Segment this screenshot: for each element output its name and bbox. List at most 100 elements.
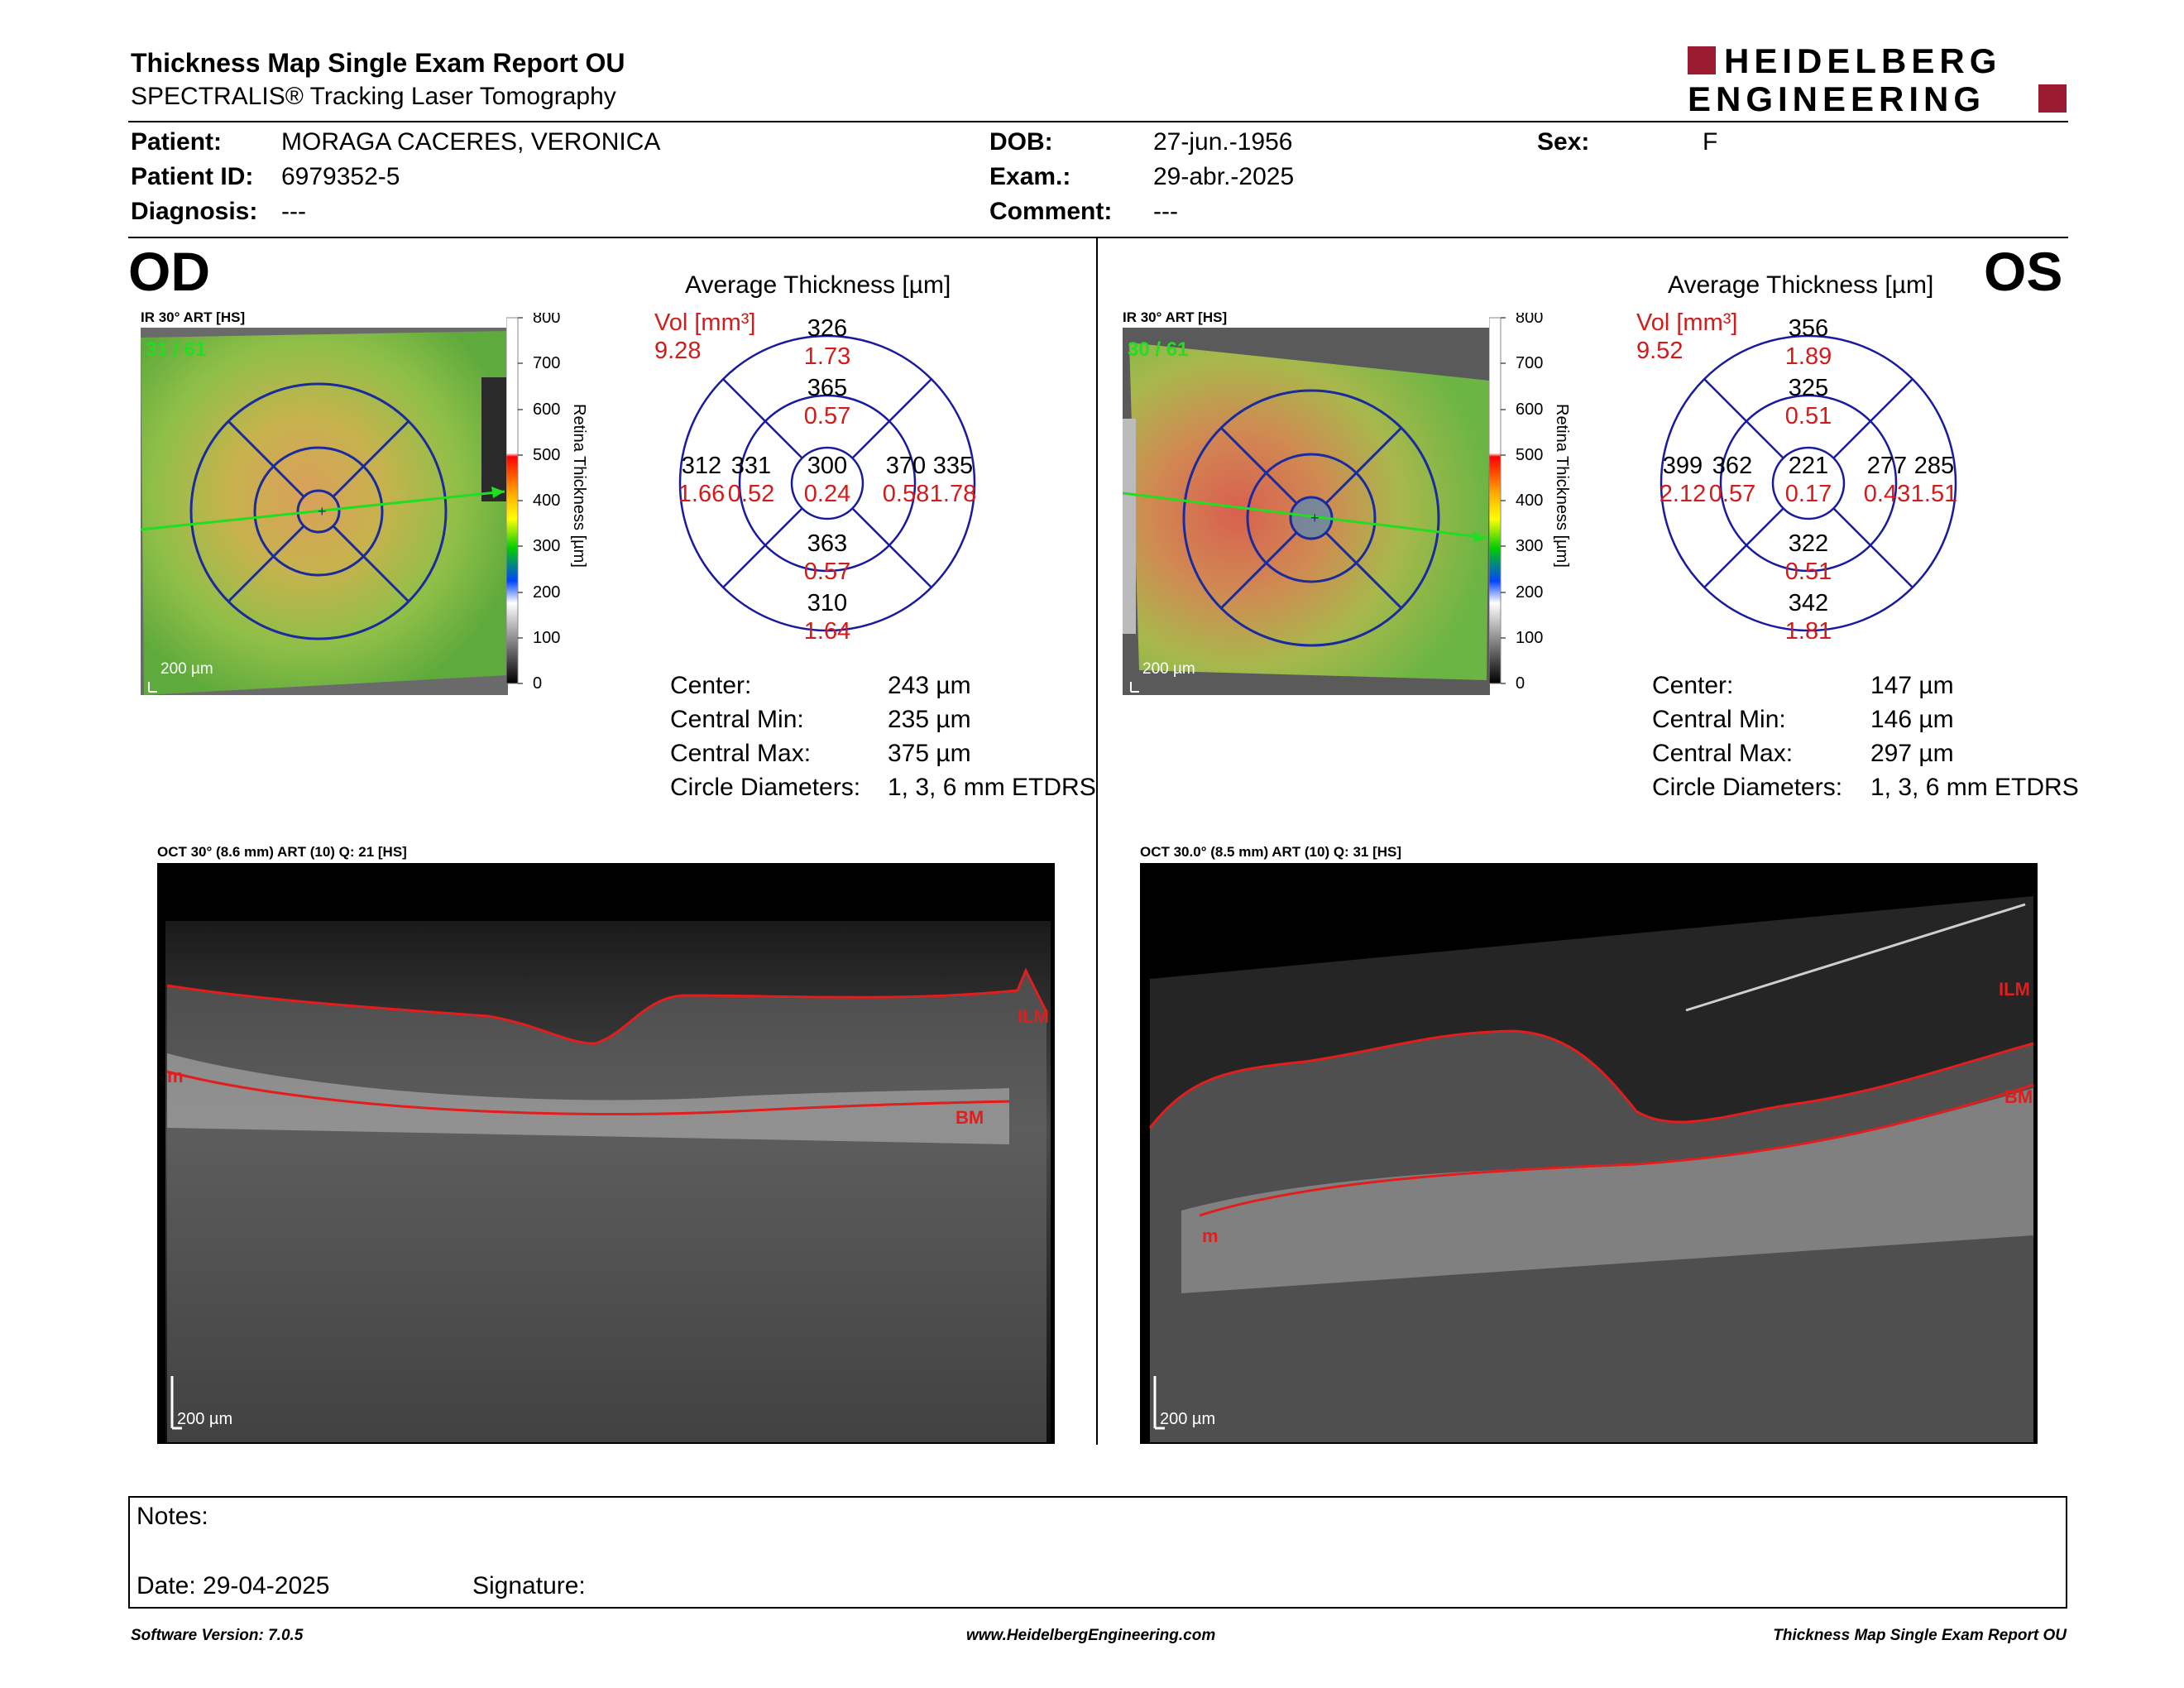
comment-label: Comment: [989, 198, 1113, 225]
od-center-thickness: 300 [807, 453, 847, 479]
od-eye-label: OD [128, 241, 210, 302]
od-oct-label: OCT 30° (8.6 mm) ART (10) Q: 21 [HS] [157, 844, 407, 860]
od-inner-right-vol: 0.58 [883, 481, 929, 507]
logo-square-top [1688, 46, 1716, 74]
od-vol-total: 9.28 [654, 338, 702, 364]
od-cb-tick: 400 [533, 492, 560, 510]
os-stat-label: Central Max: [1652, 740, 1794, 767]
dob-label: DOB: [989, 128, 1053, 156]
os-inner-inf-thickness: 322 [1789, 530, 1828, 557]
os-cb-tick: 200 [1516, 583, 1543, 602]
od-bm-label: BM [956, 1107, 984, 1128]
od-oct-scale: 200 µm [177, 1410, 232, 1428]
od-stat-value: 1, 3, 6 mm ETDRS [888, 774, 1096, 801]
od-inner-inf-thickness: 363 [807, 530, 847, 557]
os-outer-inf-thickness: 342 [1789, 590, 1828, 616]
os-cb-tick: 400 [1516, 492, 1543, 510]
os-bm-label: BM [2004, 1086, 2033, 1107]
os-outer-left-vol: 2.12 [1660, 481, 1706, 507]
os-cb-tick: 500 [1516, 446, 1543, 464]
diagnosis-value: --- [281, 198, 306, 225]
exam-label: Exam.: [989, 163, 1071, 190]
od-stat-label: Central Max: [670, 740, 812, 767]
footer-website-link[interactable]: www.HeidelbergEngineering.com [966, 1627, 1216, 1644]
os-stat-value: 297 µm [1870, 740, 1954, 767]
os-ilm-label: ILM [1999, 979, 2030, 1000]
od-cb-tick: 300 [533, 537, 560, 555]
heidelberg-logo: HEIDELBERG ENGINEERING [1688, 45, 2067, 116]
logo-line2: ENGINEERING [1688, 79, 1985, 116]
svg-text:+: + [318, 503, 327, 520]
od-cb-tick: 100 [533, 629, 560, 647]
os-oct-scale: 200 µm [1160, 1410, 1215, 1428]
os-oct-label: OCT 30.0° (8.5 mm) ART (10) Q: 31 [HS] [1140, 844, 1402, 860]
signature-label: Signature: [472, 1572, 586, 1599]
logo-line1: HEIDELBERG [1724, 45, 2001, 80]
os-thickness-map: + 30 / 61 200 µm [1123, 328, 1490, 695]
os-cb-tick: 600 [1516, 400, 1543, 419]
os-ir-scale: 200 µm [1142, 660, 1195, 678]
od-stat-value: 243 µm [888, 672, 971, 699]
os-inner-right-thickness: 277 [1867, 453, 1907, 479]
od-cb-tick: 500 [533, 446, 560, 464]
od-cb-tick: 0 [533, 674, 542, 693]
sex-label: Sex: [1537, 128, 1590, 156]
os-outer-right-thickness: 285 [1914, 453, 1954, 479]
report-subtitle: SPECTRALIS® Tracking Laser Tomography [131, 83, 616, 110]
diagnosis-label: Diagnosis: [131, 198, 258, 225]
os-outer-sup-vol: 1.89 [1785, 343, 1832, 370]
od-thickness-map: + 31 / 61 200 µm [141, 328, 508, 695]
od-vol-label: Vol [mm³] [654, 309, 756, 336]
od-avg-title: Average Thickness [µm] [685, 271, 951, 299]
od-stat-label: Circle Diameters: [670, 774, 861, 801]
notes-box[interactable]: Notes: Date: 29-04-2025 Signature: [128, 1496, 2067, 1609]
os-cb-axis-label: Retina Thickness [µm] [1553, 404, 1571, 568]
os-oct-bscan: ILM BM m 200 µm [1140, 863, 2038, 1444]
os-etdrs-grid: 356 1.89 325 0.51 399 2.12 362 0.57 221 … [1660, 315, 1957, 645]
os-cb-tick: 100 [1516, 629, 1543, 647]
os-inner-left-vol: 0.57 [1709, 481, 1755, 507]
os-cb-tick: 300 [1516, 537, 1543, 555]
os-frame-count: 30 / 61 [1128, 338, 1188, 361]
os-vol-label: Vol [mm³] [1636, 309, 1738, 336]
patient-rule [128, 237, 2068, 238]
od-cb-tick: 800 [533, 313, 560, 327]
os-inner-sup-vol: 0.51 [1785, 403, 1832, 429]
date-label: Date: 29-04-2025 [136, 1572, 330, 1599]
od-cb-tick: 700 [533, 354, 560, 372]
od-oct-bscan: ILM BM m 200 µm [157, 863, 1055, 1444]
eye-divider [1096, 238, 1098, 1445]
os-cb-tick: 800 [1516, 313, 1543, 327]
os-outer-sup-thickness: 356 [1789, 315, 1828, 342]
od-inner-sup-thickness: 365 [807, 375, 847, 401]
od-stat-value: 375 µm [888, 740, 971, 767]
od-outer-inf-thickness: 310 [807, 590, 847, 616]
os-inner-left-thickness: 362 [1712, 453, 1752, 479]
svg-text:+: + [1310, 510, 1320, 526]
os-cb-tick: 700 [1516, 354, 1543, 372]
od-frame-count: 31 / 61 [146, 338, 206, 361]
os-ir-label: IR 30° ART [HS] [1123, 309, 1228, 325]
od-ilm-label: ILM [1018, 1006, 1049, 1027]
os-inner-inf-vol: 0.51 [1785, 559, 1832, 585]
os-center-thickness: 221 [1789, 453, 1828, 479]
od-outer-left-thickness: 312 [682, 453, 721, 479]
os-inner-right-vol: 0.43 [1864, 481, 1910, 507]
od-outer-sup-thickness: 326 [807, 315, 847, 342]
od-stat-label: Center: [670, 672, 752, 699]
od-inner-left-thickness: 331 [731, 453, 771, 479]
footer-report-name: Thickness Map Single Exam Report OU [1773, 1627, 2067, 1644]
os-stat-label: Central Min: [1652, 706, 1786, 733]
footer-software-version: Software Version: 7.0.5 [131, 1627, 304, 1644]
header-rule [128, 121, 2068, 122]
os-stat-value: 146 µm [1870, 706, 1954, 733]
od-outer-right-vol: 1.78 [930, 481, 976, 507]
os-outer-right-vol: 1.51 [1911, 481, 1957, 507]
od-center-vol: 0.24 [804, 481, 850, 507]
od-colorbar: 800 700 600 500 400 300 200 100 0 Retina… [506, 313, 588, 693]
os-center-vol: 0.17 [1785, 481, 1832, 507]
os-eye-label: OS [1984, 241, 2063, 302]
report-title: Thickness Map Single Exam Report OU [131, 48, 625, 78]
os-colorbar: 800 700 600 500 400 300 200 100 0 Retina… [1489, 313, 1571, 693]
os-avg-title: Average Thickness [µm] [1668, 271, 1934, 299]
